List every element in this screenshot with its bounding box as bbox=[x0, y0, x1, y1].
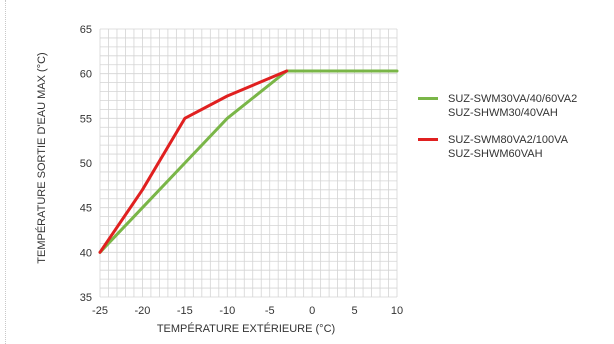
legend-label-line-1: SUZ-SWM30VA/40/60VA2 bbox=[448, 93, 578, 105]
legend-label-line-1: SUZ-SWM80VA2/100VA bbox=[448, 134, 569, 146]
axis-ticks: -25 -20 -15 -10 -5 0 5 10 35 40 45 50 55 60 65 bbox=[80, 24, 403, 317]
x-tick-label: -10 bbox=[219, 305, 235, 317]
legend-swatch-green bbox=[418, 97, 438, 100]
x-tick-label: -25 bbox=[92, 305, 108, 317]
x-tick-label: 5 bbox=[352, 305, 358, 317]
x-tick-label: 10 bbox=[391, 305, 403, 317]
x-tick-label: -15 bbox=[177, 305, 193, 317]
legend-item-series-1: SUZ-SWM30VA/40/60VA2 SUZ-SHWM30/40VAH bbox=[418, 92, 608, 120]
x-axis-label: TEMPÉRATURE EXTÉRIEURE (°C) bbox=[157, 322, 335, 335]
series-line-1 bbox=[98, 69, 399, 254]
series-line-2 bbox=[98, 69, 289, 254]
y-tick-label: 45 bbox=[80, 203, 92, 215]
y-tick-label: 60 bbox=[80, 69, 92, 81]
y-tick-label: 65 bbox=[80, 24, 92, 36]
chart-grid bbox=[99, 28, 398, 298]
x-tick-label: -20 bbox=[134, 305, 150, 317]
legend-item-series-2: SUZ-SWM80VA2/100VA SUZ-SHWM60VAH bbox=[418, 133, 608, 161]
legend-label-line-2: SUZ-SHWM60VAH bbox=[448, 148, 543, 160]
y-tick-label: 35 bbox=[80, 292, 92, 304]
legend-swatch-red bbox=[418, 138, 438, 141]
y-tick-label: 55 bbox=[80, 113, 92, 125]
y-tick-label: 40 bbox=[80, 247, 92, 259]
y-tick-label: 50 bbox=[80, 158, 92, 170]
chart-legend: SUZ-SWM30VA/40/60VA2 SUZ-SHWM30/40VAH SU… bbox=[418, 92, 608, 174]
y-axis-label: TEMPÉRATURE SORTIE D'EAU MAX (°C) bbox=[35, 52, 48, 263]
chart-series bbox=[98, 69, 399, 254]
x-tick-label: -5 bbox=[265, 305, 275, 317]
legend-label-line-2: SUZ-SHWM30/40VAH bbox=[448, 107, 558, 119]
x-tick-label: 0 bbox=[309, 305, 315, 317]
page-border bbox=[5, 0, 6, 344]
